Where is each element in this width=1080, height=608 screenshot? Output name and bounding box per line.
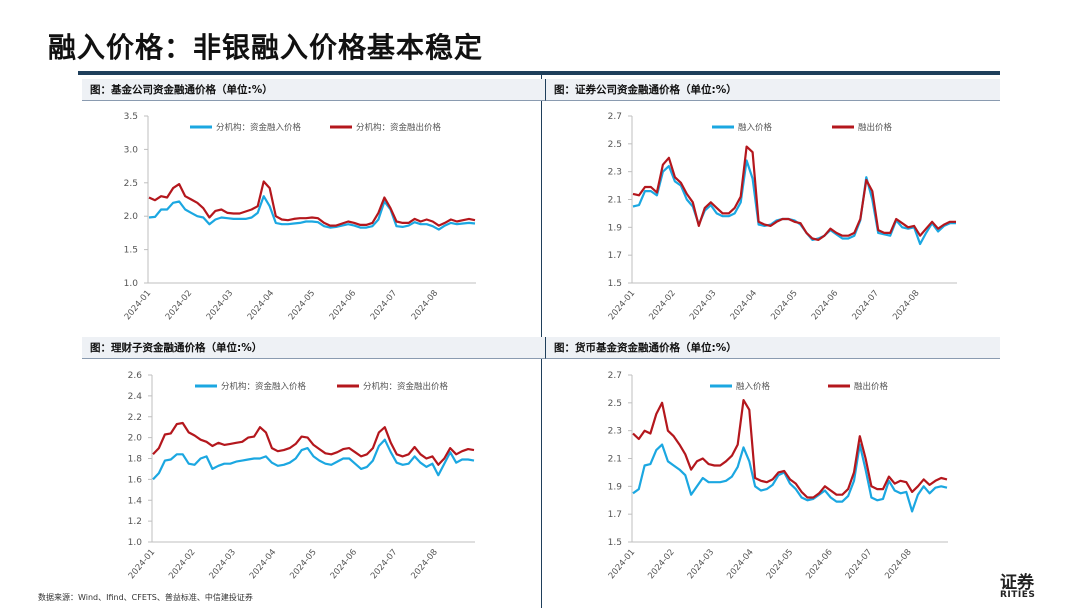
series-line-outflow (632, 145, 956, 241)
y-tick-label: 2.5 (608, 140, 622, 150)
y-tick-label: 2.0 (128, 434, 143, 444)
y-tick-label: 1.5 (124, 246, 138, 256)
y-tick-label: 1.0 (128, 538, 143, 548)
y-tick-label: 2.5 (608, 399, 622, 409)
y-tick-label: 1.9 (608, 223, 623, 233)
brand-logo: 证券 RITIES (998, 568, 1080, 608)
y-tick-label: 1.9 (608, 482, 623, 492)
title-rule (78, 71, 1000, 75)
y-tick-label: 1.8 (128, 455, 143, 465)
legend-label: 融出价格 (858, 122, 893, 133)
y-tick-label: 2.2 (128, 413, 142, 423)
page-title: 融入价格：非银融入价格基本稳定 (48, 31, 484, 64)
logo-text-cn: 证券 (1000, 573, 1034, 593)
x-tick-label: 2024-08 (883, 548, 913, 582)
series-line-inflow (632, 159, 956, 246)
y-tick-label: 2.4 (128, 392, 143, 402)
y-tick-label: 2.0 (124, 212, 139, 222)
y-tick-label: 1.4 (128, 496, 143, 506)
y-tick-label: 2.7 (608, 112, 622, 122)
source-note: 数据来源：Wind、Ifind、CFETS、普益标准、中信建投证券 (38, 593, 253, 602)
logo-text-en: RITIES (1000, 590, 1036, 600)
x-tick-label: 2024-01 (607, 548, 637, 582)
chart-4-header: 图：货币基金资金融通价格（单位:%） (545, 337, 1000, 359)
y-tick-label: 3.5 (124, 112, 138, 122)
chart-2-header: 图：证券公司资金融通价格（单位:%） (545, 79, 1000, 101)
y-tick-label: 2.5 (124, 179, 138, 189)
legend-label: 分机构：资金融入价格 (221, 381, 307, 392)
y-tick-label: 1.0 (124, 279, 139, 289)
series-line-inflow (148, 195, 476, 231)
series-line-outflow (148, 180, 476, 227)
y-tick-label: 3.0 (124, 145, 139, 155)
y-tick-label: 2.1 (608, 196, 622, 206)
y-tick-label: 1.7 (608, 251, 622, 261)
series-line-outflow (632, 399, 948, 499)
y-tick-label: 2.1 (608, 455, 622, 465)
legend-label: 分机构：资金融出价格 (363, 381, 449, 392)
x-tick-label: 2024-02 (646, 548, 676, 582)
x-tick-label: 2024-07 (844, 548, 874, 582)
legend-label: 融出价格 (854, 381, 889, 392)
legend-label: 分机构：资金融入价格 (216, 122, 302, 133)
series-line-outflow (152, 421, 475, 466)
y-tick-label: 1.6 (128, 475, 143, 485)
series-line-inflow (632, 443, 948, 513)
y-tick-label: 1.5 (608, 279, 622, 289)
y-tick-label: 2.3 (608, 427, 622, 437)
x-tick-label: 2024-03 (686, 548, 716, 582)
legend-label: 分机构：资金融出价格 (356, 122, 442, 133)
legend-label: 融入价格 (738, 122, 773, 133)
y-tick-label: 1.2 (128, 517, 142, 527)
y-tick-label: 1.7 (608, 510, 622, 520)
y-tick-label: 1.5 (608, 538, 622, 548)
legend-label: 融入价格 (736, 381, 771, 392)
y-tick-label: 2.6 (128, 371, 143, 381)
x-tick-label: 2024-05 (765, 548, 795, 582)
x-tick-label: 2024-04 (725, 548, 755, 582)
y-tick-label: 2.7 (608, 371, 622, 381)
series-line-inflow (152, 438, 475, 481)
y-tick-label: 2.3 (608, 168, 622, 178)
x-tick-label: 2024-06 (804, 548, 834, 582)
